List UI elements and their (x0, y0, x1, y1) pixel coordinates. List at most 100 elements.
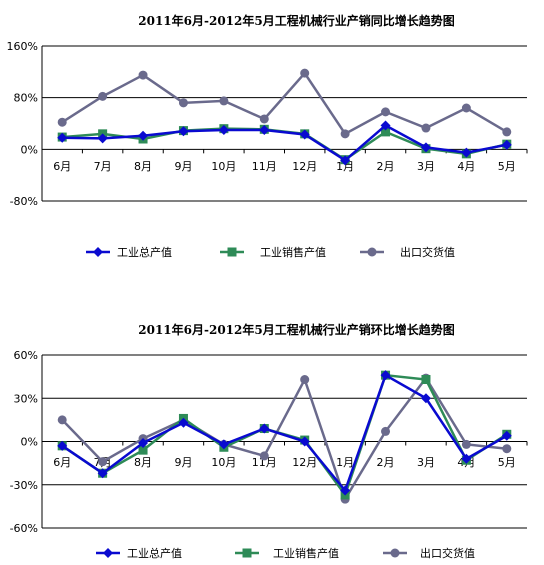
y-tick-label: 30% (14, 392, 38, 405)
y-tick-label: -30% (10, 479, 38, 492)
chart-title: 2011年6月-2012年5月工程机械行业产销同比增长趋势图 (138, 13, 454, 28)
data-point (420, 393, 431, 404)
data-point (218, 124, 229, 135)
data-point (381, 107, 391, 117)
data-point (138, 437, 149, 448)
x-tick-label: 5月 (498, 456, 516, 469)
data-point (178, 126, 189, 137)
data-point (138, 445, 148, 455)
legend-entry: 工业总产值 (86, 245, 172, 259)
data-point (380, 370, 391, 381)
data-point (138, 130, 149, 141)
y-tick-label: -60% (10, 522, 38, 535)
y-tick-label: 60% (14, 349, 38, 362)
data-point (340, 485, 351, 496)
y-tick-label: 80% (14, 92, 38, 105)
legend-marker (242, 548, 252, 558)
x-tick-label: 7月 (94, 160, 112, 173)
y-tick-label: 0% (21, 143, 38, 156)
x-tick-label: 12月 (292, 456, 317, 469)
data-point (98, 91, 108, 101)
y-tick-label: 0% (21, 436, 38, 449)
y-tick-label: -80% (10, 195, 38, 208)
data-point (380, 120, 391, 131)
data-point (299, 436, 310, 447)
data-point (259, 124, 270, 135)
x-tick-label: 9月 (174, 160, 192, 173)
data-point (461, 147, 472, 158)
series-line (61, 71, 508, 136)
series-line (61, 375, 507, 503)
series-3 (57, 373, 512, 504)
data-point (57, 117, 67, 127)
series-3 (57, 68, 512, 139)
x-tick-label: 8月 (134, 456, 152, 469)
series-line (62, 123, 508, 162)
data-point (501, 139, 512, 150)
legend-label: 工业总产值 (117, 245, 172, 259)
legend-marker (227, 247, 237, 257)
legend-label: 工业总产值 (127, 546, 182, 560)
data-point (97, 468, 108, 479)
x-tick-label: 1月 (336, 456, 354, 469)
data-point (259, 451, 269, 461)
x-tick-label: 9月 (174, 456, 192, 469)
legend-label: 出口交货值 (400, 245, 455, 259)
x-tick-label: 12月 (292, 160, 317, 173)
legend-entry: 出口交货值 (383, 546, 475, 560)
legend-label: 工业销售产值 (260, 245, 326, 259)
legend-entry: 工业销售产值 (235, 546, 339, 560)
data-point (138, 70, 148, 80)
yoy-growth-chart: 2011年6月-2012年5月工程机械行业产销同比增长趋势图 -80% 0% 80% 1… (7, 13, 528, 259)
legend-entry: 出口交货值 (360, 245, 455, 259)
x-tick-label: 10月 (211, 160, 236, 173)
legend-entry: 工业总产值 (96, 546, 182, 560)
data-point (300, 375, 310, 385)
legend-label: 工业销售产值 (273, 546, 339, 560)
legend-marker (93, 247, 103, 257)
legend-label: 出口交货值 (420, 546, 475, 560)
legend-marker (367, 247, 377, 257)
mom-growth-chart: 2011年6月-2012年5月工程机械行业产销环比增长趋势图 -60% -30% 0%… (10, 322, 528, 560)
legend-entry: 工业销售产值 (220, 245, 326, 259)
series-2 (57, 124, 512, 165)
legend-marker (390, 548, 400, 558)
data-point (461, 453, 472, 464)
data-point (502, 127, 512, 137)
data-point (381, 127, 391, 137)
data-point (461, 439, 471, 449)
x-tick-label: 2月 (377, 456, 395, 469)
data-point (381, 426, 391, 436)
series-1 (57, 120, 512, 166)
x-tick-label: 4月 (457, 160, 475, 173)
data-point (219, 96, 229, 106)
data-point (57, 132, 68, 143)
data-point (340, 155, 351, 166)
data-point (259, 114, 269, 124)
data-point (421, 375, 431, 385)
x-tick-label: 10月 (211, 456, 236, 469)
y-tick-label: 160% (7, 40, 38, 53)
data-point (57, 440, 68, 451)
data-point (421, 123, 431, 133)
legend-marker (103, 548, 113, 558)
data-point (299, 129, 310, 140)
x-tick-label: 11月 (252, 456, 277, 469)
data-point (502, 444, 512, 454)
x-tick-label: 3月 (417, 160, 435, 173)
chart-title: 2011年6月-2012年5月工程机械行业产销环比增长趋势图 (138, 322, 454, 337)
data-point (97, 133, 108, 144)
data-point (218, 439, 229, 450)
data-point (420, 142, 431, 153)
data-point (300, 68, 310, 78)
x-tick-label: 8月 (134, 160, 152, 173)
x-tick-label: 3月 (417, 456, 435, 469)
data-point (178, 98, 188, 108)
data-point (340, 129, 350, 139)
data-point (178, 417, 189, 428)
x-tick-label: 6月 (53, 160, 71, 173)
data-point (98, 457, 108, 467)
data-point (501, 430, 512, 441)
x-tick-label: 11月 (252, 160, 277, 173)
